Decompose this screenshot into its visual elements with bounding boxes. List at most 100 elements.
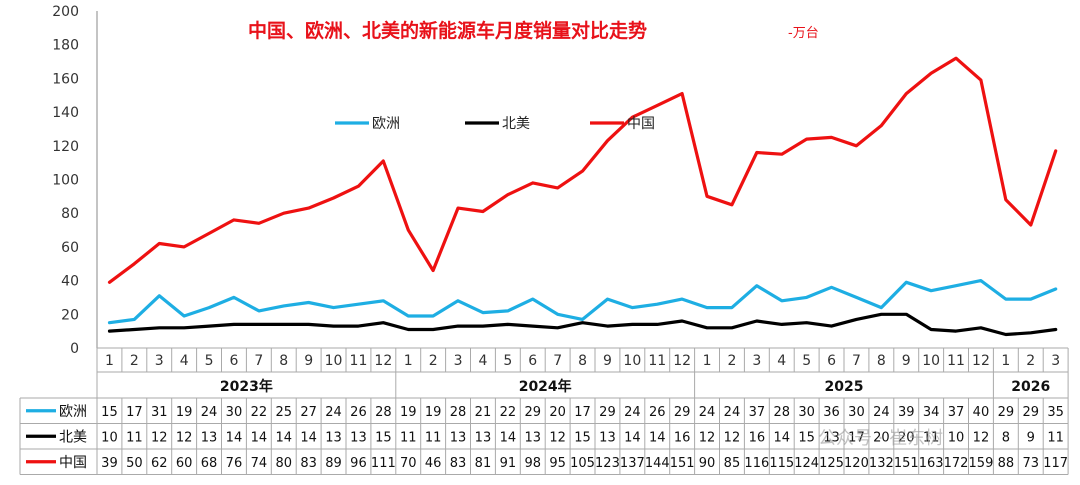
data-label: 30 — [226, 405, 243, 420]
x-tick-label: 7 — [553, 353, 562, 369]
x-tick-label: 12 — [673, 353, 691, 369]
data-label: 28 — [450, 405, 467, 420]
x-tick-label: 1 — [1001, 353, 1010, 369]
data-label: 76 — [226, 456, 243, 471]
data-label: 163 — [919, 456, 944, 471]
data-label: 111 — [371, 456, 396, 471]
data-label: 70 — [400, 456, 417, 471]
x-tick-label: 11 — [648, 353, 666, 369]
data-label: 151 — [894, 456, 919, 471]
y-tick-label: 40 — [61, 274, 79, 290]
data-label: 19 — [400, 405, 417, 420]
data-label: 28 — [773, 405, 790, 420]
data-label: 19 — [425, 405, 442, 420]
data-label: 31 — [151, 405, 168, 420]
x-tick-label: 3 — [1051, 353, 1060, 369]
data-label: 120 — [844, 456, 869, 471]
data-label: 14 — [773, 430, 790, 445]
x-tick-label: 10 — [922, 353, 940, 369]
data-label: 60 — [176, 456, 193, 471]
data-label: 73 — [1022, 456, 1039, 471]
legend-label: 中国 — [627, 116, 655, 132]
x-tick-label: 9 — [902, 353, 911, 369]
data-label: 20 — [549, 405, 566, 420]
data-label: 80 — [275, 456, 292, 471]
watermark-text: 公众号 · 崔东树 — [818, 428, 943, 449]
x-tick-label: 9 — [304, 353, 313, 369]
data-label: 24 — [624, 405, 641, 420]
data-label: 98 — [524, 456, 541, 471]
data-label: 105 — [570, 456, 595, 471]
data-label: 74 — [251, 456, 268, 471]
data-label: 117 — [1043, 456, 1068, 471]
data-label: 85 — [724, 456, 741, 471]
data-label: 14 — [275, 430, 292, 445]
data-label: 27 — [300, 405, 317, 420]
data-label: 29 — [1022, 405, 1039, 420]
data-label: 46 — [425, 456, 442, 471]
x-tick-label: 8 — [877, 353, 886, 369]
data-label: 8 — [1002, 430, 1010, 445]
data-label: 20 — [873, 430, 890, 445]
x-tick-label: 2 — [1026, 353, 1035, 369]
data-label: 37 — [948, 405, 965, 420]
data-label: 144 — [645, 456, 670, 471]
data-label: 14 — [500, 430, 517, 445]
x-tick-label: 9 — [603, 353, 612, 369]
x-tick-label: 6 — [528, 353, 537, 369]
data-label: 24 — [724, 405, 741, 420]
data-label: 34 — [923, 405, 940, 420]
x-tick-label: 6 — [229, 353, 238, 369]
y-tick-label: 200 — [52, 4, 79, 20]
x-tick-label: 8 — [279, 353, 288, 369]
year-label: 2023年 — [220, 378, 273, 395]
data-label: 21 — [475, 405, 492, 420]
year-label: 2026 — [1011, 379, 1050, 395]
data-label: 24 — [699, 405, 716, 420]
data-label: 11 — [923, 430, 940, 445]
data-label: 13 — [325, 430, 342, 445]
data-label: 151 — [670, 456, 695, 471]
data-label: 13 — [524, 430, 541, 445]
series-line-北美 — [107, 312, 1058, 337]
y-tick-label: 100 — [52, 173, 79, 189]
y-axis: 0 20 40 60 80 100 120 140 160 180 200 — [52, 4, 98, 357]
data-label: 91 — [500, 456, 517, 471]
series-layer — [107, 56, 1058, 337]
x-tick-label: 1 — [703, 353, 712, 369]
x-tick-label: 1 — [404, 353, 413, 369]
data-label: 39 — [898, 405, 915, 420]
y-tick-label: 140 — [52, 105, 79, 121]
data-label: 50 — [126, 456, 143, 471]
data-label: 22 — [251, 405, 268, 420]
data-label: 96 — [350, 456, 367, 471]
data-label: 40 — [973, 405, 990, 420]
x-tick-label: 4 — [777, 353, 786, 369]
data-label: 24 — [201, 405, 218, 420]
y-tick-label: 80 — [61, 206, 79, 222]
data-label: 29 — [524, 405, 541, 420]
x-tick-label: 4 — [478, 353, 487, 369]
data-label: 17 — [126, 405, 143, 420]
x-tick-label: 7 — [254, 353, 263, 369]
legend: 欧洲 北美 中国 — [335, 116, 655, 132]
data-label: 12 — [724, 430, 741, 445]
series-line-中国 — [107, 56, 1058, 284]
table-row-label: 中国 — [59, 455, 87, 471]
data-label: 13 — [450, 430, 467, 445]
data-label: 24 — [873, 405, 890, 420]
data-label: 13 — [599, 430, 616, 445]
data-label: 11 — [126, 430, 143, 445]
data-label: 11 — [400, 430, 417, 445]
data-label: 16 — [749, 430, 766, 445]
data-label: 12 — [549, 430, 566, 445]
x-tick-label: 2 — [429, 353, 438, 369]
data-label: 30 — [798, 405, 815, 420]
data-label: 14 — [300, 430, 317, 445]
data-label: 22 — [500, 405, 517, 420]
data-label: 15 — [798, 430, 815, 445]
data-label: 24 — [325, 405, 342, 420]
chart-title-unit: -万台 — [788, 26, 819, 41]
data-label: 29 — [674, 405, 691, 420]
year-label: 2025 — [825, 379, 864, 395]
